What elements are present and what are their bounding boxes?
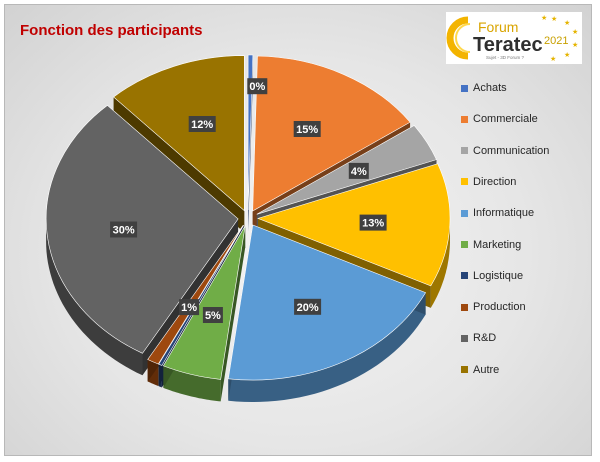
- pie-slice-r-d: [45, 105, 239, 354]
- svg-text:30%: 30%: [113, 225, 135, 237]
- legend-swatch: [461, 178, 468, 186]
- legend-swatch: [461, 241, 468, 248]
- svg-text:★: ★: [564, 19, 570, 27]
- pie-side-r-d: [46, 218, 143, 376]
- svg-text:★: ★: [572, 41, 578, 49]
- legend-label: Commerciale: [473, 113, 538, 126]
- legend-label: Communication: [473, 144, 550, 157]
- pie-side-informatique: [228, 292, 426, 402]
- pie-slice-autre: [113, 55, 245, 212]
- svg-text:★: ★: [572, 28, 578, 36]
- pie-slice-commerciale: [252, 55, 411, 212]
- svg-text:12%: 12%: [191, 119, 213, 131]
- legend-swatch: [461, 366, 468, 374]
- pie-slice-direction: [257, 163, 451, 287]
- legend-item-commerciale: Commerciale: [461, 111, 538, 127]
- svg-text:★: ★: [551, 15, 557, 23]
- data-label-marketing: 5%: [202, 307, 223, 323]
- legend-swatch: [461, 115, 468, 123]
- legend-label: R&D: [473, 332, 497, 345]
- data-label-production: 1%: [179, 299, 200, 316]
- legend-label: Logistique: [473, 269, 524, 282]
- svg-text:13%: 13%: [362, 218, 384, 230]
- legend-item-autre: Autre: [461, 362, 499, 378]
- pie-slice-informatique: [227, 224, 427, 381]
- legend-swatch: [461, 272, 468, 280]
- legend-item-marketing: Marketing: [461, 237, 521, 253]
- data-label-r-d: 30%: [110, 221, 138, 238]
- svg-text:4%: 4%: [351, 166, 367, 178]
- logo-tagline: Sujet - 3D Forum ?: [486, 55, 525, 60]
- svg-text:1%: 1%: [181, 302, 197, 314]
- legend-item-r-d: R&D: [461, 330, 496, 346]
- legend-label: Achats: [473, 82, 507, 94]
- teratec-logo: ★ ★ ★ ★ ★ ★ ★ Forum Teratec 2021 Sujet -…: [446, 12, 582, 64]
- pie-side-marketing: [163, 365, 221, 402]
- pie-slice-marketing: [162, 225, 246, 380]
- pie-face-marketing-0: [220, 225, 246, 402]
- legend-label: Informatique: [473, 207, 535, 220]
- pie-slice-communication: [256, 125, 437, 215]
- data-label-autre: 12%: [188, 116, 216, 132]
- data-label-achats: 0%: [247, 78, 268, 95]
- pie-slice-production: [147, 224, 244, 365]
- legend-swatch: [461, 303, 468, 311]
- logo-word-teratec: Teratec: [473, 34, 543, 56]
- svg-text:★: ★: [550, 55, 556, 63]
- data-label-communication: 4%: [348, 162, 369, 179]
- data-label-direction: 13%: [359, 214, 387, 231]
- svg-text:★: ★: [541, 14, 547, 22]
- svg-text:0%: 0%: [249, 81, 265, 93]
- legend-item-production: Production: [461, 299, 526, 315]
- legend-item-direction: Direction: [461, 174, 516, 190]
- legend-swatch: [461, 209, 468, 217]
- legend-item-achats: Achats: [461, 80, 507, 96]
- data-label-commerciale: 15%: [293, 121, 321, 137]
- legend-item-informatique: Informatique: [461, 205, 534, 221]
- pie-slice-logistique: [158, 225, 244, 366]
- svg-text:5%: 5%: [205, 310, 221, 322]
- legend-label: Direction: [473, 175, 517, 188]
- legend-item-logistique: Logistique: [461, 268, 523, 284]
- pie-side-direction: [430, 218, 450, 308]
- legend-label: Marketing: [473, 238, 522, 251]
- legend-swatch: [461, 334, 468, 342]
- chart-title: Fonction des participants: [20, 22, 203, 39]
- svg-text:15%: 15%: [296, 124, 318, 136]
- data-label-informatique: 20%: [294, 298, 322, 315]
- svg-text:20%: 20%: [297, 302, 319, 314]
- legend-swatch: [461, 84, 468, 92]
- legend-swatch: [461, 147, 468, 155]
- legend-label: Production: [473, 301, 526, 314]
- legend-label: Autre: [473, 363, 500, 376]
- svg-text:★: ★: [564, 51, 570, 59]
- logo-year: 2021: [544, 35, 568, 47]
- logo-word-forum: Forum: [478, 19, 518, 35]
- legend-item-communication: Communication: [461, 143, 549, 159]
